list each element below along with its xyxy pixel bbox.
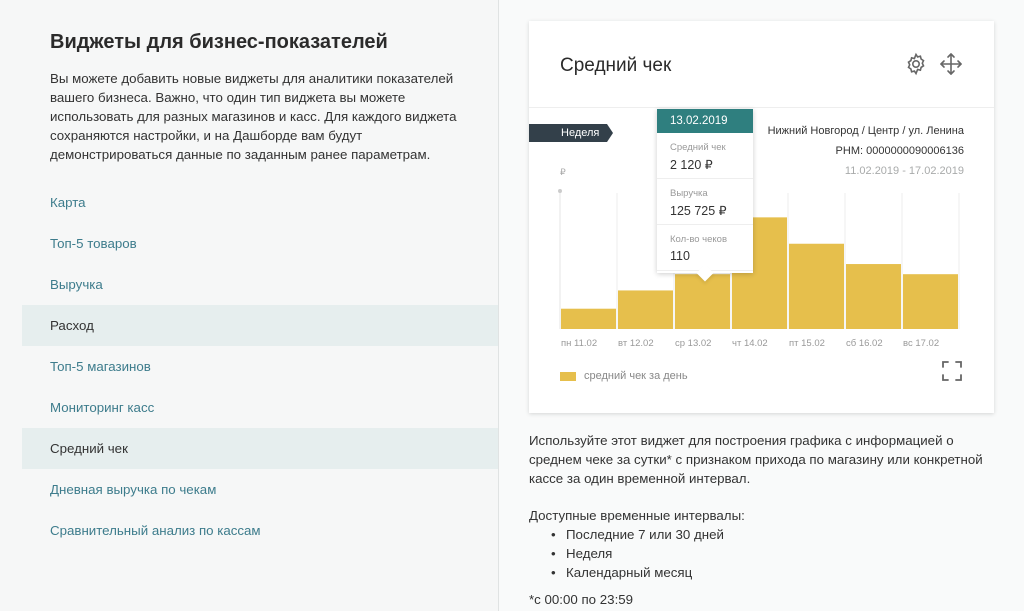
chart-tooltip: 13.02.2019 Средний чек 2 120 ₽ Выручка 1…	[657, 109, 753, 282]
tooltip-average-value: 2 120 ₽	[670, 158, 713, 172]
register-number: РНМ: 0000000090006136	[835, 145, 964, 157]
y-axis-marker	[558, 189, 562, 193]
y-axis-unit: ₽	[560, 167, 566, 177]
panel-divider	[498, 0, 499, 611]
intervals-heading: Доступные временные интервалы:	[529, 508, 745, 523]
gear-icon[interactable]	[904, 52, 928, 76]
x-tick-label: ср 13.02	[675, 338, 711, 349]
tooltip-revenue: Выручка 125 725 ₽	[657, 179, 753, 225]
page-title: Виджеты для бизнес-показателей	[50, 31, 388, 53]
widget-item-top5-stores[interactable]: Топ-5 магазинов	[50, 359, 151, 374]
widget-item-pos-monitoring[interactable]: Мониторинг касс	[50, 400, 155, 415]
bar[interactable]	[789, 243, 844, 329]
widgets-sidebar: Виджеты для бизнес-показателей Вы можете…	[0, 0, 498, 611]
tooltip-date: 13.02.2019	[657, 109, 753, 133]
time-note: *с 00:00 по 23:59	[529, 592, 634, 607]
x-tick-label: пн 11.02	[561, 338, 597, 349]
x-tick-label: вт 12.02	[618, 338, 654, 349]
widget-item-revenue[interactable]: Выручка	[50, 277, 103, 292]
widget-card: Средний чек Неделя Нижний Новгород / Цен…	[529, 21, 994, 413]
card-header-divider	[529, 107, 994, 108]
bar[interactable]	[903, 274, 958, 329]
interval-item: Календарный месяц	[551, 563, 724, 582]
period-tag[interactable]	[529, 124, 613, 142]
widget-item-average-check[interactable]: Средний чек	[22, 428, 498, 469]
widget-item-pos-comparison[interactable]: Сравнительный анализ по кассам	[50, 523, 261, 538]
average-check-chart: ₽ пн 11.02 вт 12.02 ср 13.02 чт 14.02 пт 15.0…	[558, 167, 960, 349]
bar[interactable]	[675, 274, 730, 329]
tooltip-revenue-label: Выручка	[670, 188, 708, 199]
interval-item: Последние 7 или 30 дней	[551, 525, 724, 544]
tooltip-average: Средний чек 2 120 ₽	[657, 133, 753, 179]
x-tick-label: вс 17.02	[903, 338, 939, 349]
bar[interactable]	[846, 264, 901, 329]
bar[interactable]	[561, 308, 616, 329]
widget-item-expense[interactable]: Расход	[22, 305, 498, 346]
x-tick-label: чт 14.02	[732, 338, 768, 349]
bar[interactable]	[618, 290, 673, 329]
legend-label: средний чек за день	[584, 370, 688, 382]
widget-title: Средний чек	[560, 55, 672, 76]
widget-description: Используйте этот виджет для построения г…	[529, 433, 983, 486]
intervals-list: Последние 7 или 30 дней Неделя Календарн…	[551, 525, 724, 582]
tooltip-average-label: Средний чек	[670, 142, 726, 153]
expand-icon[interactable]	[940, 359, 964, 383]
widget-item-daily-revenue[interactable]: Дневная выручка по чекам	[50, 482, 217, 497]
date-range: 11.02.2019 - 17.02.2019	[844, 165, 964, 177]
widget-item-top5-products[interactable]: Топ-5 товаров	[50, 236, 137, 251]
x-tick-label: сб 16.02	[846, 338, 883, 349]
store-address: Нижний Новгород / Центр / ул. Ленина	[767, 125, 964, 137]
period-label: Неделя	[561, 127, 600, 139]
interval-item: Неделя	[551, 544, 724, 563]
tooltip-revenue-value: 125 725 ₽	[670, 204, 727, 218]
x-tick-label: пт 15.02	[789, 338, 825, 349]
page-description: Вы можете добавить новые виджеты для ана…	[50, 71, 457, 162]
widget-list: Карта Топ-5 товаров Выручка Расход Топ-5…	[22, 182, 498, 551]
widget-item-map[interactable]: Карта	[50, 195, 86, 210]
legend-swatch	[560, 372, 576, 381]
move-arrows-icon[interactable]	[939, 52, 963, 76]
tooltip-count-label: Кол-во чеков	[670, 234, 728, 245]
tooltip-count-value: 110	[670, 249, 690, 263]
